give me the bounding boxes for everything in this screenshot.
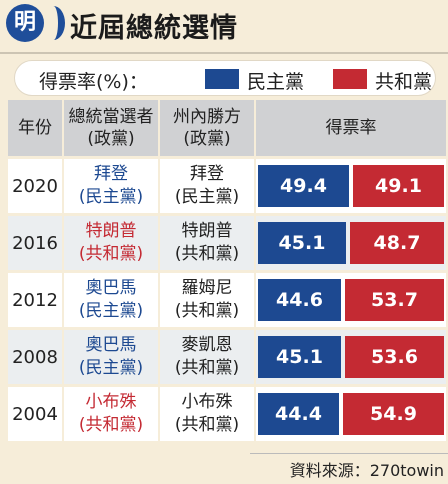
winner-name: 特朗普	[85, 221, 137, 241]
winner-party: (民主黨)	[78, 301, 144, 321]
row-state-winner: 羅姆尼 (共和黨)	[160, 270, 256, 327]
logo-swoosh-icon	[42, 6, 65, 40]
dem-bar: 44.4	[258, 393, 339, 435]
header-row: 年份 總統當選者 (政黨) 州內勝方 (政黨) 得票率	[8, 100, 448, 156]
row-year: 2004	[8, 384, 64, 441]
table-body: 2020 拜登 (民主黨) 拜登 (民主黨) 49.4 49.1 2016 特朗普 (共和黨) 特朗…	[8, 156, 448, 441]
bar-pair: 45.1 53.6	[256, 334, 446, 380]
row-year: 2016	[8, 213, 64, 270]
table-row: 2008 奧巴馬 (民主黨) 麥凱恩 (共和黨) 45.1 53.6	[8, 327, 448, 384]
row-year: 2012	[8, 270, 64, 327]
rep-bar: 48.7	[350, 222, 444, 264]
row-winner: 奧巴馬 (民主黨)	[64, 270, 160, 327]
row-winner: 拜登 (民主黨)	[64, 156, 160, 213]
bar-pair: 44.6 53.7	[256, 277, 446, 323]
row-share-bars: 44.4 54.9	[256, 384, 448, 441]
state-winner-party: (共和黨)	[174, 244, 240, 264]
bar-pair: 49.4 49.1	[256, 163, 446, 209]
rep-bar: 53.7	[345, 279, 444, 321]
row-year: 2020	[8, 156, 64, 213]
winner-party: (共和黨)	[78, 244, 144, 264]
winner-name: 小布殊	[85, 392, 137, 412]
header-winner-line2: (政黨)	[87, 129, 135, 149]
legend: 得票率(%)： 民主黨 共和黨	[14, 60, 436, 96]
state-winner-party: (共和黨)	[174, 358, 240, 378]
legend-label: 得票率(%)：	[39, 71, 148, 93]
state-winner-party: (共和黨)	[174, 301, 240, 321]
header-state: 州內勝方 (政黨)	[160, 100, 256, 156]
table-row: 2016 特朗普 (共和黨) 特朗普 (共和黨) 45.1 48.7	[8, 213, 448, 270]
dem-bar: 45.1	[258, 336, 341, 378]
rep-bar: 49.1	[353, 165, 444, 207]
header-state-line1: 州內勝方	[173, 107, 241, 127]
row-winner: 小布殊 (共和黨)	[64, 384, 160, 441]
legend-swatch-rep	[333, 69, 367, 89]
row-winner: 奧巴馬 (民主黨)	[64, 327, 160, 384]
state-winner-party: (共和黨)	[174, 415, 240, 435]
rep-bar: 53.6	[345, 336, 444, 378]
state-winner-name: 小布殊	[181, 392, 233, 412]
row-state-winner: 特朗普 (共和黨)	[160, 213, 256, 270]
bar-pair: 44.4 54.9	[256, 391, 446, 437]
row-share-bars: 49.4 49.1	[256, 156, 448, 213]
newspaper-logo: 明	[6, 4, 44, 42]
source-divider	[250, 453, 448, 454]
winner-name: 拜登	[94, 164, 128, 184]
row-winner: 特朗普 (共和黨)	[64, 213, 160, 270]
dem-bar: 49.4	[258, 165, 349, 207]
winner-party: (民主黨)	[78, 358, 144, 378]
table-row: 2004 小布殊 (共和黨) 小布殊 (共和黨) 44.4 54.9	[8, 384, 448, 441]
header-winner-line1: 總統當選者	[68, 107, 154, 127]
row-share-bars: 45.1 53.6	[256, 327, 448, 384]
header-share: 得票率	[256, 100, 448, 156]
results-table: 年份 總統當選者 (政黨) 州內勝方 (政黨) 得票率 2020 拜登 (民主黨) 拜…	[8, 100, 448, 441]
table-row: 2012 奧巴馬 (民主黨) 羅姆尼 (共和黨) 44.6 53.7	[8, 270, 448, 327]
bar-pair: 45.1 48.7	[256, 220, 446, 266]
state-winner-party: (民主黨)	[174, 187, 240, 207]
dem-bar: 44.6	[258, 279, 341, 321]
state-winner-name: 特朗普	[181, 221, 233, 241]
winner-party: (共和黨)	[78, 415, 144, 435]
row-year: 2008	[8, 327, 64, 384]
dem-bar: 45.1	[258, 222, 346, 264]
row-state-winner: 麥凱恩 (共和黨)	[160, 327, 256, 384]
state-winner-name: 拜登	[190, 164, 224, 184]
row-state-winner: 小布殊 (共和黨)	[160, 384, 256, 441]
legend-swatch-dem	[205, 69, 239, 89]
state-winner-name: 羅姆尼	[181, 278, 233, 298]
header-state-line2: (政黨)	[183, 129, 231, 149]
table-row: 2020 拜登 (民主黨) 拜登 (民主黨) 49.4 49.1	[8, 156, 448, 213]
chart-title: 近屆總統選情	[70, 13, 238, 44]
header-divider	[0, 52, 448, 54]
rep-bar: 54.9	[343, 393, 444, 435]
legend-dem-label: 民主黨	[247, 71, 305, 93]
row-state-winner: 拜登 (民主黨)	[160, 156, 256, 213]
row-share-bars: 44.6 53.7	[256, 270, 448, 327]
header: 明 近屆總統選情	[0, 0, 448, 46]
legend-rep-label: 共和黨	[375, 71, 433, 93]
header-year: 年份	[8, 100, 64, 156]
source-note: 資料來源：270towin	[289, 461, 444, 480]
state-winner-name: 麥凱恩	[181, 335, 233, 355]
winner-name: 奧巴馬	[85, 335, 137, 355]
header-winner: 總統當選者 (政黨)	[64, 100, 160, 156]
winner-name: 奧巴馬	[85, 278, 137, 298]
winner-party: (民主黨)	[78, 187, 144, 207]
row-share-bars: 45.1 48.7	[256, 213, 448, 270]
